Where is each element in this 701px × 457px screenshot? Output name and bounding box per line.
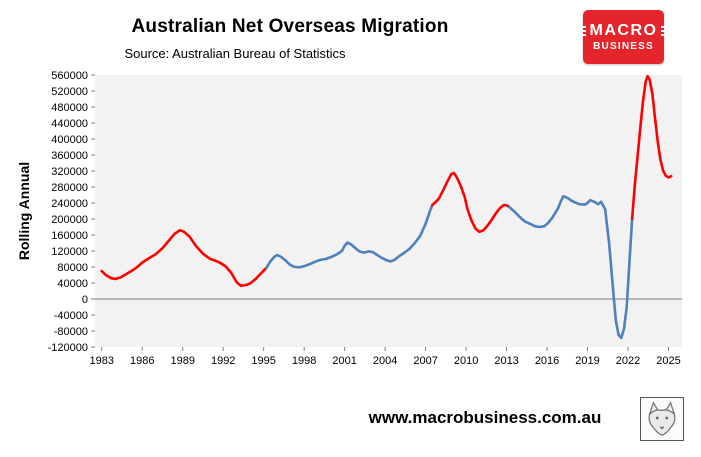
logo-macro-text: MACRO [589, 21, 658, 39]
x-tick-label: 1992 [211, 355, 235, 367]
x-tick-label: 1995 [251, 355, 275, 367]
line-segment-blue [265, 203, 434, 270]
y-tick-label: 80000 [57, 262, 88, 274]
y-tick-label: 480000 [51, 102, 88, 114]
x-tick-label: 2010 [454, 355, 478, 367]
logo-top-row: MACRO [578, 21, 669, 39]
x-tick-label: 2022 [616, 355, 640, 367]
plot-area [95, 75, 682, 347]
x-tick-label: 2025 [656, 355, 680, 367]
x-tick-label: 2007 [413, 355, 437, 367]
y-tick-label: 400000 [51, 134, 88, 146]
migration-line-chart: 5600005200004800004400004000003600003200… [48, 70, 682, 367]
x-tick-label: 2004 [373, 355, 397, 367]
y-tick-label: 360000 [51, 150, 88, 162]
y-tick-label: -120000 [48, 342, 88, 354]
wolf-logo-icon [640, 397, 684, 441]
y-tick-label: 280000 [51, 182, 88, 194]
y-tick-label: 320000 [51, 166, 88, 178]
x-tick-label: 2019 [575, 355, 599, 367]
y-tick-label: -40000 [54, 310, 88, 322]
x-tick-label: 1998 [292, 355, 316, 367]
macrobusiness-logo: MACRO BUSINESS [578, 10, 669, 64]
x-tick-label: 1986 [130, 355, 154, 367]
y-tick-label: 200000 [51, 214, 88, 226]
y-tick-label: 0 [82, 294, 88, 306]
x-tick-label: 2016 [535, 355, 559, 367]
x-tick-label: 1983 [90, 355, 114, 367]
footer-url: www.macrobusiness.com.au [368, 408, 602, 427]
chart-title: Australian Net Overseas Migration [131, 16, 449, 37]
line-segment-red [100, 228, 268, 288]
y-tick-label: 240000 [51, 198, 88, 210]
line-segment-red [431, 171, 511, 234]
logo-stripes-right-icon [661, 25, 669, 36]
chart-subtitle: Source: Australian Bureau of Statistics [124, 46, 346, 61]
y-tick-label: 520000 [51, 86, 88, 98]
y-tick-label: -80000 [54, 326, 88, 338]
y-tick-label: 120000 [51, 246, 88, 258]
line-segment-red [630, 74, 673, 221]
y-tick-label: 40000 [57, 278, 88, 290]
x-tick-label: 1989 [170, 355, 194, 367]
line-segment-blue [507, 194, 634, 340]
y-tick-label: 160000 [51, 230, 88, 242]
logo-stripes-left-icon [578, 25, 586, 36]
logo-business-text: BUSINESS [593, 40, 654, 52]
x-tick-label: 2001 [332, 355, 356, 367]
x-tick-label: 2013 [494, 355, 518, 367]
y-tick-label: 560000 [51, 70, 88, 82]
y-tick-label: 440000 [51, 118, 88, 130]
